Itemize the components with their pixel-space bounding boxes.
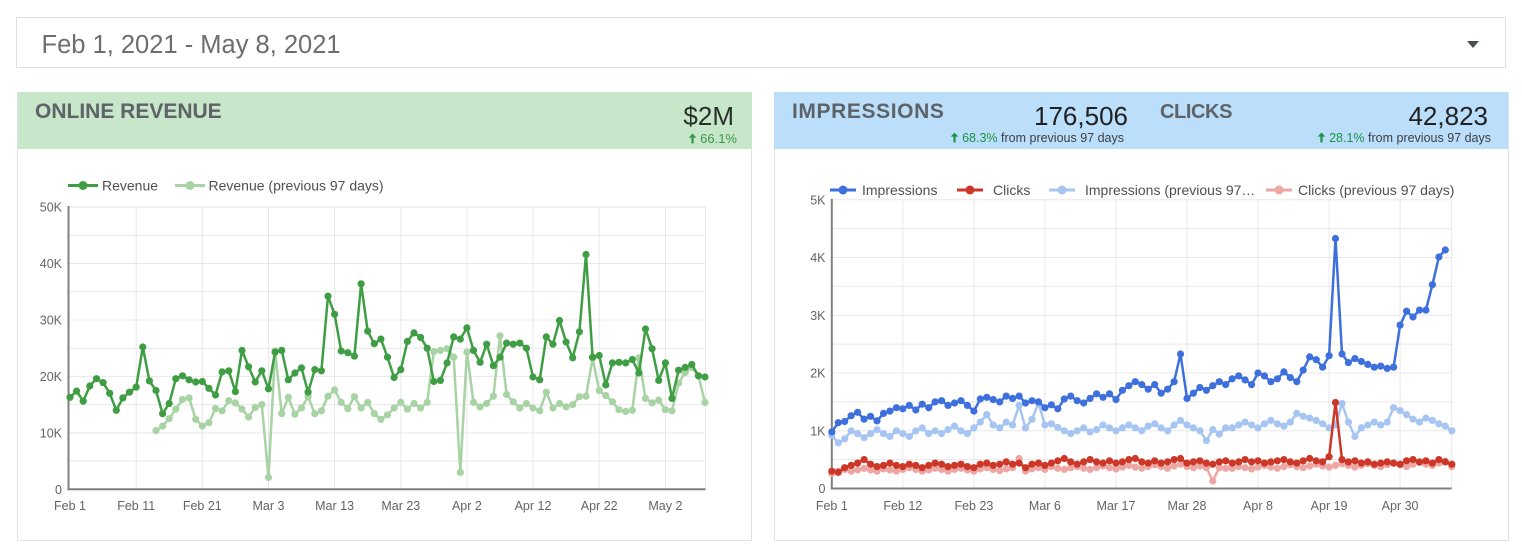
- svg-text:4K: 4K: [810, 251, 826, 265]
- svg-text:10K: 10K: [40, 426, 63, 440]
- svg-text:Mar 23: Mar 23: [381, 499, 420, 513]
- svg-text:Mar 28: Mar 28: [1168, 499, 1207, 513]
- svg-text:5K: 5K: [810, 193, 826, 207]
- svg-text:Apr 22: Apr 22: [581, 499, 618, 513]
- svg-text:2K: 2K: [810, 367, 826, 381]
- svg-text:Feb 12: Feb 12: [883, 499, 922, 513]
- svg-text:Clicks: Clicks: [993, 182, 1030, 198]
- svg-text:Feb 1: Feb 1: [816, 499, 848, 513]
- svg-text:May 2: May 2: [648, 499, 682, 513]
- svg-text:30K: 30K: [40, 314, 63, 328]
- svg-text:Feb 21: Feb 21: [183, 499, 222, 513]
- svg-text:Apr 30: Apr 30: [1382, 499, 1419, 513]
- svg-text:Clicks (previous 97 days): Clicks (previous 97 days): [1298, 182, 1454, 198]
- svg-text:Mar 13: Mar 13: [315, 499, 354, 513]
- svg-text:Mar 3: Mar 3: [253, 499, 285, 513]
- svg-text:Apr 19: Apr 19: [1311, 499, 1348, 513]
- svg-text:Apr 8: Apr 8: [1243, 499, 1273, 513]
- svg-text:20K: 20K: [40, 370, 63, 384]
- svg-text:Impressions: Impressions: [862, 182, 937, 198]
- svg-text:Feb 1: Feb 1: [54, 499, 86, 513]
- svg-text:Feb 23: Feb 23: [954, 499, 993, 513]
- svg-text:3K: 3K: [810, 309, 826, 323]
- svg-text:Mar 17: Mar 17: [1097, 499, 1136, 513]
- svg-text:1K: 1K: [810, 424, 826, 438]
- svg-text:Revenue (previous 97 days): Revenue (previous 97 days): [209, 178, 384, 194]
- svg-text:0: 0: [55, 483, 62, 497]
- svg-text:Feb 11: Feb 11: [117, 499, 155, 513]
- svg-text:Mar 6: Mar 6: [1029, 499, 1061, 513]
- svg-text:40K: 40K: [40, 257, 63, 271]
- svg-text:Impressions (previous 97…: Impressions (previous 97…: [1085, 182, 1255, 198]
- svg-text:0: 0: [819, 482, 826, 496]
- svg-text:50K: 50K: [40, 201, 63, 215]
- svg-text:Apr 12: Apr 12: [515, 499, 552, 513]
- svg-text:Revenue: Revenue: [102, 178, 158, 194]
- svg-text:Apr 2: Apr 2: [452, 499, 482, 513]
